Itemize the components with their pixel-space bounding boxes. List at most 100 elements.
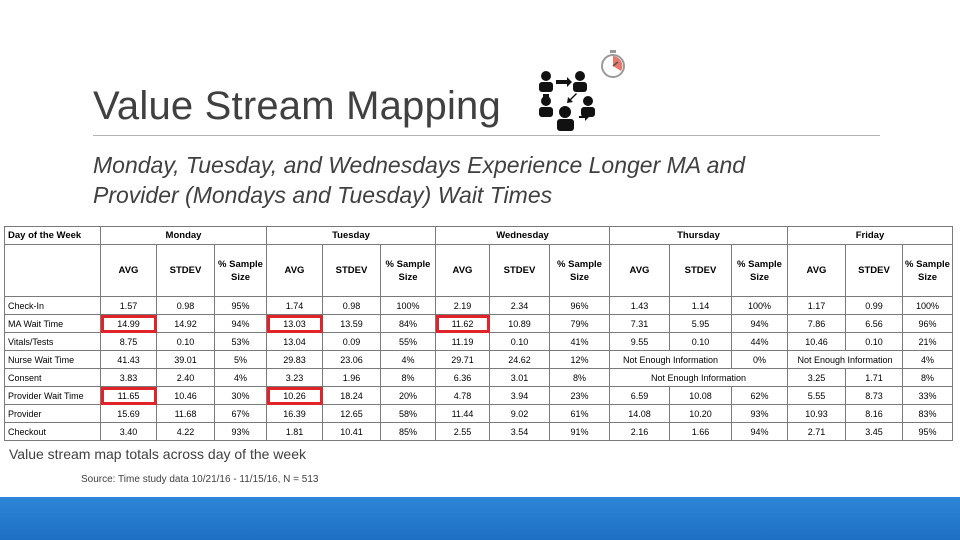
table-cell: 1.66: [669, 422, 732, 441]
metric-header: STDEV: [156, 244, 215, 297]
table-cell: 30%: [214, 386, 267, 405]
value-stream-table: Day of the Week Monday Tuesday Wednesday Thu…: [4, 226, 953, 441]
table-cell: 3.23: [266, 368, 323, 387]
table-cell: 61%: [549, 404, 610, 423]
table-cell: 67%: [214, 404, 267, 423]
table-cell: 7.86: [787, 314, 846, 333]
table-cell: 23%: [549, 386, 610, 405]
table-cell: 1.74: [266, 296, 323, 315]
table-cell: 20%: [380, 386, 436, 405]
slide-title: Value Stream Mapping: [93, 84, 501, 128]
table-cell: 10.46: [156, 386, 215, 405]
row-label: Check-In: [4, 296, 101, 315]
value-stream-table-container: Day of the Week Monday Tuesday Wednesday Thu…: [4, 226, 953, 441]
table-cell: 96%: [549, 296, 610, 315]
metric-header: STDEV: [669, 244, 732, 297]
table-cell: 2.34: [489, 296, 550, 315]
metric-header: AVG: [609, 244, 670, 297]
table-row: Consent 3.83 2.40 4% 3.23 1.96 8% 6.36 3.01 8% Not…: [4, 368, 953, 387]
table-cell: 0.10: [156, 332, 215, 351]
table-cell: 8.73: [845, 386, 903, 405]
table-cell: 11.19: [435, 332, 490, 351]
table-cell: 95%: [214, 296, 267, 315]
table-cell: 94%: [731, 422, 788, 441]
table-cell: 9.02: [489, 404, 550, 423]
table-cell: 8.16: [845, 404, 903, 423]
table-cell: 1.14: [669, 296, 732, 315]
table-row: MA Wait Time 14.99 14.92 94% 13.03 13.59 84% 11…: [4, 314, 953, 333]
subtitle-line-2: Provider (Mondays and Tuesday) Wait Time…: [93, 182, 553, 208]
table-row: Provider 15.69 11.68 67% 16.39 12.65 58% 11.44 9…: [4, 404, 953, 423]
table-cell: 1.43: [609, 296, 670, 315]
table-cell: 4.22: [156, 422, 215, 441]
row-label: Provider: [4, 404, 101, 423]
table-cell: 0.98: [156, 296, 215, 315]
table-row: Vitals/Tests 8.75 0.10 53% 13.04 0.09 55% 11.19…: [4, 332, 953, 351]
table-cell: 85%: [380, 422, 436, 441]
metric-header: % Sample Size: [214, 244, 267, 297]
table-cell: 55%: [380, 332, 436, 351]
slide-subtitle: Monday, Tuesday, and Wednesdays Experien…: [93, 150, 745, 210]
title-divider: [93, 135, 880, 136]
table-cell: 0.10: [669, 332, 732, 351]
day-header: Tuesday: [266, 226, 436, 245]
table-cell: 13.04: [266, 332, 323, 351]
day-header: Thursday: [609, 226, 788, 245]
metric-header: STDEV: [845, 244, 903, 297]
table-cell: 0.99: [845, 296, 903, 315]
table-cell: 1.71: [845, 368, 903, 387]
table-cell: 0.10: [489, 332, 550, 351]
table-cell: 8.75: [100, 332, 157, 351]
table-cell: 1.81: [266, 422, 323, 441]
table-cell: 53%: [214, 332, 267, 351]
table-cell: 44%: [731, 332, 788, 351]
table-cell: 3.01: [489, 368, 550, 387]
table-cell: 5.95: [669, 314, 732, 333]
table-cell: 0.98: [322, 296, 381, 315]
table-cell: 11.44: [435, 404, 490, 423]
table-cell: 14.99: [100, 314, 157, 333]
table-cell: 6.56: [845, 314, 903, 333]
table-cell: 15.69: [100, 404, 157, 423]
day-header: Friday: [787, 226, 953, 245]
table-cell: 10.26: [266, 386, 323, 405]
table-cell: 0.10: [845, 332, 903, 351]
table-cell: 10.46: [787, 332, 846, 351]
table-cell: 12.65: [322, 404, 381, 423]
table-cell: 8%: [380, 368, 436, 387]
table-row: Checkout 3.40 4.22 93% 1.81 10.41 85% 2.55 3.54 9…: [4, 422, 953, 441]
table-cell: 4%: [902, 350, 953, 369]
table-cell: 4%: [380, 350, 436, 369]
row-label: Consent: [4, 368, 101, 387]
table-cell: 58%: [380, 404, 436, 423]
workflow-people-icon: [539, 50, 625, 131]
table-cell: 7.31: [609, 314, 670, 333]
table-cell: 10.08: [669, 386, 732, 405]
table-cell: 6.59: [609, 386, 670, 405]
table-cell: 8%: [902, 368, 953, 387]
subtitle-line-1: Monday, Tuesday, and Wednesdays Experien…: [93, 152, 746, 178]
table-cell: 3.45: [845, 422, 903, 441]
table-cell: 1.17: [787, 296, 846, 315]
table-cell: 93%: [731, 404, 788, 423]
table-cell: 91%: [549, 422, 610, 441]
table-cell: 39.01: [156, 350, 215, 369]
table-cell: 1.57: [100, 296, 157, 315]
table-cell: 1.96: [322, 368, 381, 387]
metric-header: STDEV: [489, 244, 550, 297]
table-cell: 29.83: [266, 350, 323, 369]
table-cell: 83%: [902, 404, 953, 423]
row-label: MA Wait Time: [4, 314, 101, 333]
table-cell: 2.40: [156, 368, 215, 387]
table-cell: 0.09: [322, 332, 381, 351]
metric-header: % Sample Size: [731, 244, 788, 297]
table-cell: 10.89: [489, 314, 550, 333]
stopwatch-icon: [601, 50, 625, 78]
table-cell: 3.40: [100, 422, 157, 441]
table-cell: 41.43: [100, 350, 157, 369]
table-cell: 3.25: [787, 368, 846, 387]
table-cell: 18.24: [322, 386, 381, 405]
row-label: Checkout: [4, 422, 101, 441]
footer-bar: [0, 497, 960, 540]
metric-header: AVG: [787, 244, 846, 297]
